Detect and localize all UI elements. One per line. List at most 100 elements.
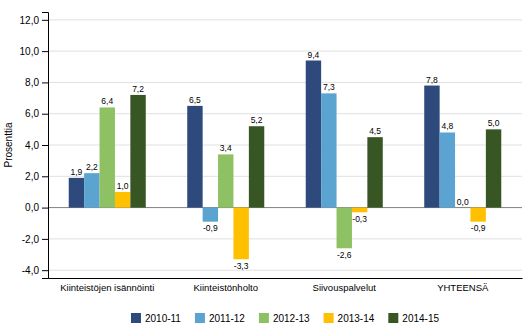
y-tick-mark [42, 145, 48, 146]
bar [233, 208, 248, 260]
bar [69, 178, 84, 208]
y-tick-label: -2,0 [22, 234, 40, 245]
x-tick: Kiinteistönholto [194, 282, 258, 293]
grid-line [48, 19, 522, 20]
grid-line [48, 270, 522, 271]
bar [306, 61, 321, 208]
data-label: 9,4 [308, 50, 320, 60]
bar [203, 208, 218, 222]
bar [115, 192, 130, 208]
bar [130, 95, 145, 208]
legend-swatch [324, 313, 334, 323]
bar [455, 207, 470, 208]
bar [470, 208, 485, 222]
x-tick-label: Kiinteistöjen isännöinti [60, 282, 154, 293]
data-label: 5,2 [251, 115, 263, 125]
data-label: 7,2 [132, 84, 144, 94]
y-tick: 6,0 [25, 108, 48, 119]
data-label: -0,9 [471, 223, 486, 233]
y-tick: 12,0 [20, 15, 48, 26]
y-tick-label: 2,0 [25, 171, 39, 182]
legend-label: 2011-12 [209, 313, 245, 324]
bars [69, 61, 502, 260]
y-tick-label: 0,0 [25, 202, 39, 213]
y-tick-mark [42, 82, 48, 83]
data-label: 3,4 [220, 143, 232, 153]
x-tick: Kiinteistöjen isännöinti [60, 282, 154, 293]
data-label: 4,5 [369, 126, 381, 136]
series [115, 192, 486, 259]
y-tick-mark [42, 208, 48, 209]
legend-item: 2013-14 [324, 313, 375, 324]
series [84, 93, 455, 221]
x-tick-label: Kiinteistönholto [194, 282, 258, 293]
y-tick: 0,0 [25, 202, 48, 213]
x-axis-line [49, 278, 523, 279]
y-tick: -2,0 [22, 234, 48, 245]
y-tick-mark [42, 270, 48, 271]
x-tick-label: Siivouspalvelut [313, 282, 377, 293]
legend-swatch [388, 313, 398, 323]
y-tick-mark [42, 20, 48, 21]
bar [100, 107, 115, 207]
legend-item: 2010-11 [131, 313, 181, 324]
y-tick-mark [42, 114, 48, 115]
grid-line [48, 113, 522, 114]
grid-line [48, 82, 522, 83]
y-tick-label: 12,0 [20, 15, 40, 26]
bar [486, 129, 501, 207]
bar [321, 93, 336, 207]
legend-label: 2010-11 [145, 313, 181, 324]
legend-item: 2014-15 [388, 313, 439, 324]
data-label: 6,4 [101, 96, 113, 106]
y-tick-label: -4,0 [22, 265, 40, 276]
legend-swatch [259, 313, 269, 323]
data-label: 5,0 [488, 118, 500, 128]
data-label: 2,2 [86, 162, 98, 172]
y-tick-label: 6,0 [25, 108, 39, 119]
legend-item: 2011-12 [195, 313, 245, 324]
data-label: 1,9 [71, 167, 83, 177]
y-tick: 2,0 [25, 171, 48, 182]
bar [84, 173, 99, 207]
bar [218, 154, 233, 207]
data-label: 4,8 [441, 121, 453, 131]
plot: -4,0 -2,0 0,0 2,0 4,0 6,0 8,0 10,0 12,0 Kiinteist… [20, 13, 523, 293]
legend: 2010-11 2011-12 2012-13 2013-14 2014-15 [131, 313, 439, 324]
bar [337, 208, 352, 249]
series [130, 95, 501, 208]
data-label: 0,0 [457, 197, 469, 207]
legend-label: 2013-14 [338, 313, 375, 324]
y-axis-line [42, 13, 49, 279]
legend-label: 2012-13 [273, 313, 310, 324]
y-tick: 8,0 [25, 77, 48, 88]
data-label: 7,8 [426, 75, 438, 85]
grid [48, 20, 522, 270]
legend-swatch [195, 313, 205, 323]
x-tick: YHTEENSÄ [437, 282, 489, 293]
grid-line [48, 238, 522, 239]
legend-label: 2014-15 [402, 313, 439, 324]
bar [424, 86, 439, 208]
data-label: -2,6 [337, 250, 352, 260]
y-tick-label: 10,0 [20, 46, 40, 57]
x-tick-label: YHTEENSÄ [437, 282, 489, 293]
bar [367, 137, 382, 207]
y-tick-label: 8,0 [25, 77, 39, 88]
legend-item: 2012-13 [259, 313, 310, 324]
y-tick-label: 4,0 [25, 140, 39, 151]
y-tick-mark [42, 239, 48, 240]
y-axis: -4,0 -2,0 0,0 2,0 4,0 6,0 8,0 10,0 12,0 [20, 13, 49, 279]
y-tick: 4,0 [25, 140, 48, 151]
data-label: 7,3 [323, 82, 335, 92]
bar [352, 208, 367, 213]
y-axis-title: Prosenttia [3, 122, 14, 167]
y-tick: -4,0 [22, 265, 48, 276]
data-label: -0,9 [203, 223, 218, 233]
data-label: -3,3 [234, 261, 249, 271]
chart: -4,0 -2,0 0,0 2,0 4,0 6,0 8,0 10,0 12,0 Kiinteist… [0, 0, 532, 332]
legend-swatch [131, 313, 141, 323]
bar [249, 126, 264, 207]
data-labels: 1,96,59,47,82,2-0,97,34,86,43,4-2,60,01,… [71, 50, 500, 271]
data-label: -0,3 [352, 214, 367, 224]
